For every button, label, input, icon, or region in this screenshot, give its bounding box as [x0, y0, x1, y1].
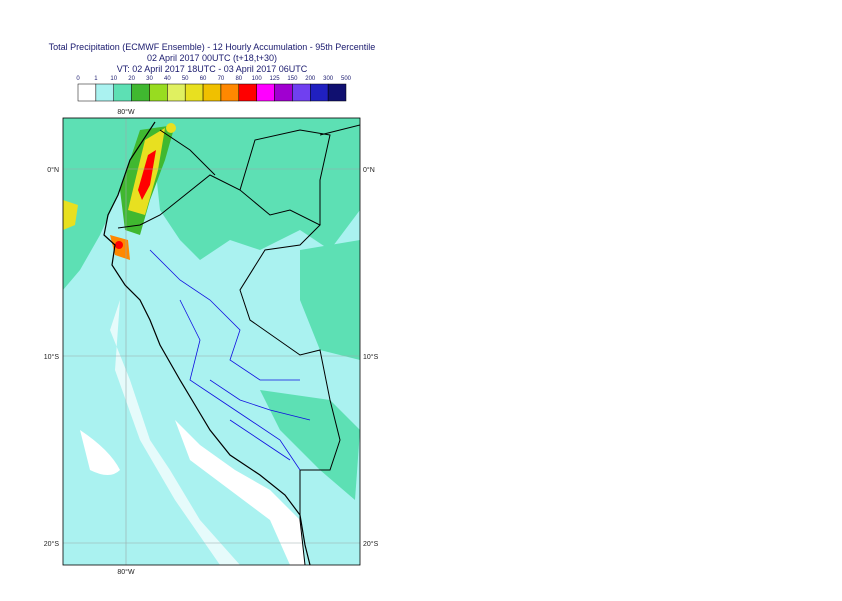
legend-label: 30	[146, 76, 153, 82]
legend-label: 20	[128, 76, 135, 82]
lat-label: 0°N	[363, 166, 375, 174]
precip-area	[63, 200, 78, 230]
legend-swatch	[77, 83, 97, 102]
legend-label: 40	[164, 76, 171, 82]
legend-label: 150	[287, 76, 298, 82]
legend-swatch	[327, 83, 347, 102]
title: Total Precipitation (ECMWF Ensemble) - 1…	[49, 42, 376, 52]
valid-time: VT: 02 April 2017 18UTC - 03 April 2017 …	[117, 64, 308, 74]
legend-swatch	[113, 83, 132, 102]
precip-area	[138, 150, 156, 200]
precip-area	[63, 118, 160, 290]
legend-swatch	[220, 83, 240, 102]
clear-area	[80, 430, 120, 475]
legend-label: 200	[305, 76, 316, 82]
legend-label: 500	[341, 76, 352, 82]
legend-label: 80	[235, 76, 242, 82]
legend-label: 50	[182, 76, 189, 82]
lon-label: 80°W	[117, 568, 135, 576]
legend-swatch	[256, 83, 275, 102]
legend-swatch	[149, 83, 168, 102]
precip-area	[260, 390, 360, 500]
legend-swatch	[292, 83, 311, 102]
legend-swatch	[310, 83, 329, 102]
clear-area	[175, 420, 305, 565]
legend-label: 0	[76, 76, 80, 82]
precip-area	[166, 123, 176, 133]
legend-swatch	[167, 83, 186, 102]
legend-label: 300	[323, 76, 334, 82]
legend: 0 1 10 20 30 40 50 60 70 80 100 125 150 200 300 500	[76, 76, 352, 102]
precip-area	[150, 118, 360, 260]
coastline	[103, 121, 311, 565]
precip-area	[115, 241, 123, 249]
legend-swatch	[95, 83, 114, 102]
graticule	[63, 118, 360, 565]
legend-swatch	[131, 83, 150, 102]
lat-label: 10°S	[363, 353, 379, 361]
precip-area	[300, 240, 360, 360]
lat-label: 20°S	[44, 540, 60, 548]
legend-swatch	[274, 83, 293, 102]
lat-label: 0°N	[47, 166, 59, 174]
admin-boundary	[149, 249, 311, 471]
map-frame	[62, 117, 361, 566]
legend-swatch	[238, 83, 257, 102]
legend-label: 60	[200, 76, 207, 82]
legend-label: 10	[110, 76, 117, 82]
legend-label: 1	[94, 76, 98, 82]
legend-swatch	[202, 83, 222, 102]
lat-label: 20°S	[363, 540, 379, 548]
base-time: 02 April 2017 00UTC (t+18,t+30)	[147, 53, 277, 63]
lat-label: 10°S	[44, 353, 60, 361]
border	[159, 124, 360, 225]
legend-label: 100	[252, 76, 263, 82]
map	[63, 118, 360, 565]
lon-label: 80°W	[117, 108, 135, 116]
legend-swatch	[184, 83, 204, 102]
legend-label: 125	[270, 76, 281, 82]
border	[117, 174, 341, 565]
legend-label: 70	[218, 76, 225, 82]
